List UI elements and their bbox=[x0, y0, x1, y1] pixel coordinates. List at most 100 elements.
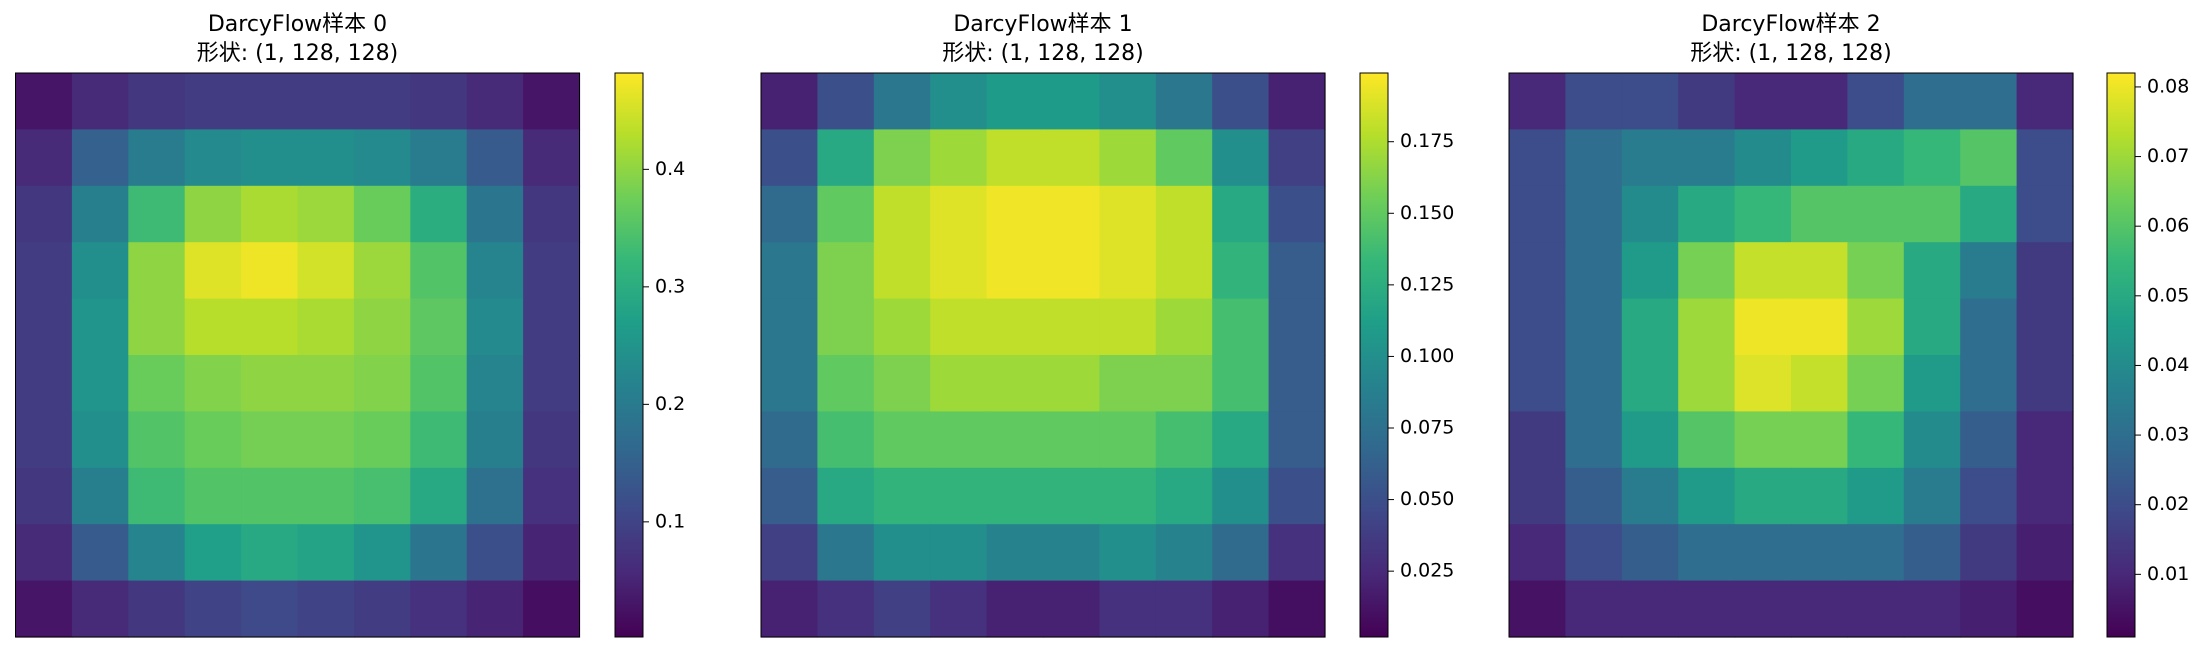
heatmap-cell bbox=[241, 355, 299, 412]
heatmap-cell bbox=[1268, 524, 1326, 582]
heatmap-cell bbox=[241, 185, 299, 243]
heatmap-cell bbox=[241, 242, 299, 300]
heatmap-cell bbox=[1960, 129, 2018, 187]
heatmap-cell bbox=[761, 129, 818, 187]
colorbar-tick-label: 0.05 bbox=[2147, 284, 2189, 306]
heatmap-cell bbox=[184, 129, 242, 187]
heatmap-cell bbox=[128, 73, 186, 130]
heatmap-cell bbox=[1734, 129, 1792, 187]
heatmap-cell bbox=[297, 129, 355, 187]
colorbar-tick-label: 0.025 bbox=[1400, 560, 1454, 582]
heatmap-cell bbox=[1268, 242, 1326, 300]
heatmap-cell bbox=[15, 129, 73, 187]
heatmap-cell bbox=[1509, 242, 1566, 300]
chart-subtitle: 形状: (1, 128, 128) bbox=[197, 41, 399, 66]
colorbar bbox=[614, 72, 644, 638]
heatmap-cell bbox=[466, 524, 524, 582]
heatmap-cell bbox=[297, 242, 355, 300]
heatmap-frame bbox=[1508, 72, 2074, 638]
heatmap-cell bbox=[817, 580, 875, 638]
heatmap-cell bbox=[986, 185, 1044, 243]
heatmap-cell bbox=[761, 580, 818, 638]
heatmap-cell bbox=[761, 298, 818, 356]
heatmap-cell bbox=[817, 524, 875, 582]
heatmap-cell bbox=[1212, 411, 1270, 469]
colorbar-tick-label: 0.125 bbox=[1400, 273, 1454, 295]
heatmap-cell bbox=[71, 298, 129, 356]
heatmap-cell bbox=[1155, 73, 1213, 130]
heatmap-cell bbox=[523, 411, 581, 469]
heatmap-cell bbox=[1155, 524, 1213, 582]
heatmap-cell bbox=[1212, 580, 1270, 638]
heatmap-cell bbox=[1621, 242, 1679, 300]
heatmap-cell bbox=[1099, 524, 1157, 582]
heatmap-cell bbox=[1099, 580, 1157, 638]
heatmap-cell bbox=[410, 524, 468, 582]
heatmap-cell bbox=[1791, 298, 1848, 356]
heatmap-cell bbox=[986, 524, 1044, 582]
heatmap-cell bbox=[1678, 467, 1736, 525]
heatmap-cell bbox=[410, 242, 468, 300]
heatmap-cell bbox=[128, 467, 186, 525]
heatmap-cell bbox=[184, 355, 242, 412]
heatmap-cell bbox=[15, 355, 73, 412]
heatmap-cell bbox=[1960, 524, 2018, 582]
heatmap-cell bbox=[761, 524, 818, 582]
heatmap-cell bbox=[2016, 185, 2074, 243]
heatmap-cell bbox=[1099, 467, 1157, 525]
heatmap-cell bbox=[1678, 298, 1736, 356]
heatmap-cell bbox=[1565, 73, 1623, 130]
heatmap-cell bbox=[71, 580, 129, 638]
heatmap-cell bbox=[1099, 411, 1157, 469]
heatmap-cell bbox=[761, 185, 818, 243]
heatmap-cell bbox=[1847, 355, 1905, 412]
heatmap-cell bbox=[1903, 298, 1961, 356]
heatmap-cell bbox=[817, 242, 875, 300]
heatmap-cell bbox=[71, 355, 129, 412]
heatmap-cell bbox=[15, 242, 73, 300]
heatmap-cell bbox=[466, 129, 524, 187]
heatmap-cell bbox=[761, 467, 818, 525]
heatmap-cell bbox=[2016, 411, 2074, 469]
heatmap-cell bbox=[873, 298, 931, 356]
colorbar-tick-label: 0.01 bbox=[2147, 563, 2189, 585]
heatmap-cell bbox=[1212, 242, 1270, 300]
heatmap-cell bbox=[1847, 73, 1905, 130]
heatmap-cell bbox=[353, 580, 411, 638]
heatmap-cell bbox=[1621, 467, 1679, 525]
heatmap-cell bbox=[1734, 185, 1792, 243]
heatmap-cell bbox=[1791, 524, 1848, 582]
heatmap-cell bbox=[1678, 524, 1736, 582]
heatmap-cell bbox=[1678, 411, 1736, 469]
heatmap-cell bbox=[1847, 242, 1905, 300]
heatmap-cell bbox=[1621, 298, 1679, 356]
heatmap-cell bbox=[2016, 467, 2074, 525]
heatmap-cell bbox=[817, 185, 875, 243]
heatmap-cell bbox=[1043, 580, 1100, 638]
heatmap-cell bbox=[1099, 298, 1157, 356]
heatmap-cell bbox=[1903, 185, 1961, 243]
colorbar-tick-label: 0.2 bbox=[655, 393, 685, 415]
heatmap-cell bbox=[523, 524, 581, 582]
heatmap-cell bbox=[1565, 467, 1623, 525]
colorbar-tick-label: 0.08 bbox=[2147, 75, 2189, 97]
heatmap-cell bbox=[1734, 355, 1792, 412]
heatmap-cell bbox=[1268, 298, 1326, 356]
heatmap-cell bbox=[1043, 185, 1100, 243]
heatmap-cell bbox=[1155, 467, 1213, 525]
heatmap-cell bbox=[523, 73, 581, 130]
heatmap-cell bbox=[410, 580, 468, 638]
heatmap-cell bbox=[523, 185, 581, 243]
heatmap-cell bbox=[1791, 411, 1848, 469]
heatmap-cell bbox=[1268, 580, 1326, 638]
heatmap-cell bbox=[1791, 580, 1848, 638]
heatmap-frame bbox=[15, 72, 580, 638]
heatmap-cell bbox=[1960, 73, 2018, 130]
heatmap-cell bbox=[1791, 467, 1848, 525]
heatmap-cell bbox=[1565, 185, 1623, 243]
heatmap-cell bbox=[241, 467, 299, 525]
heatmap-cell bbox=[353, 355, 411, 412]
heatmap-cell bbox=[1621, 73, 1679, 130]
heatmap-cell bbox=[523, 129, 581, 187]
heatmap-cell bbox=[1043, 467, 1100, 525]
